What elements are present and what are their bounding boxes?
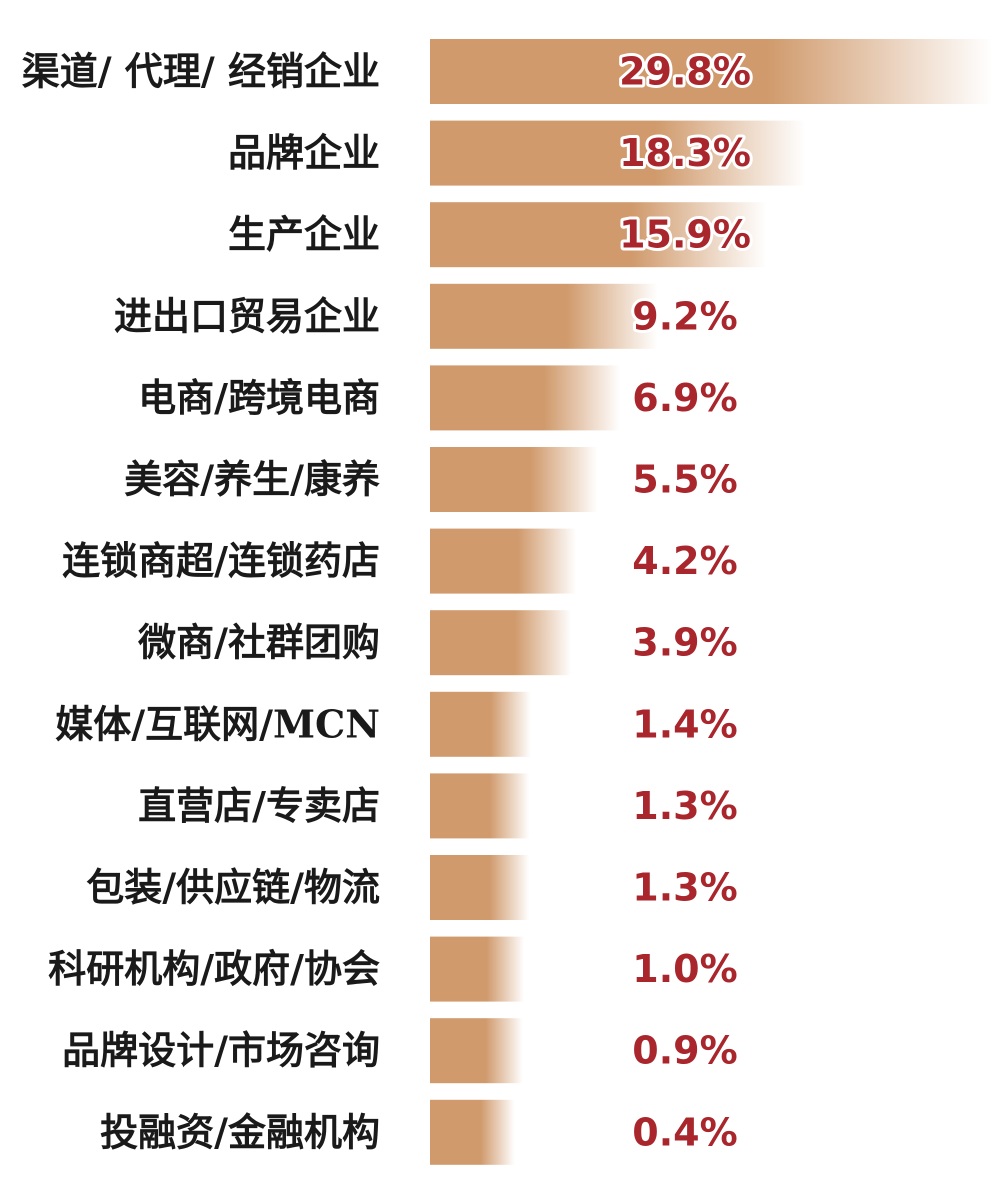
category-label: 品牌企业 (228, 130, 380, 175)
bar (430, 936, 525, 1002)
category-label: 品牌设计/市场咨询 (62, 1028, 380, 1073)
value-label: 1.3% (632, 784, 737, 828)
value-label: 15.9% (619, 213, 751, 257)
value-label: 29.8% (619, 50, 751, 94)
category-label: 微商/社群团购 (137, 620, 380, 665)
value-label: 9.2% (632, 294, 737, 338)
category-label: 电商/跨境电商 (138, 375, 380, 420)
category-label: 直营店/专卖店 (138, 783, 380, 828)
value-label: 1.4% (632, 702, 737, 746)
bar (430, 691, 531, 757)
bar (430, 283, 658, 349)
bar (430, 610, 572, 676)
category-label: 美容/养生/康养 (124, 457, 380, 502)
value-label: 5.5% (632, 458, 737, 502)
value-label: 4.2% (632, 539, 737, 583)
category-label: 进出口贸易企业 (114, 293, 380, 338)
bar (430, 202, 767, 268)
category-labels-group: 渠道/ 代理/ 经销企业品牌企业生产企业进出口贸易企业电商/跨境电商美容/养生/… (22, 49, 380, 1155)
bar (430, 365, 621, 431)
value-label: 0.9% (632, 1029, 737, 1073)
category-label: 渠道/ 代理/ 经销企业 (22, 49, 380, 94)
value-label: 1.3% (632, 866, 737, 910)
bar (430, 1099, 515, 1165)
bar (430, 447, 598, 512)
category-label: 科研机构/政府/协会 (48, 946, 380, 991)
category-label: 包装/供应链/物流 (86, 865, 380, 910)
category-label: 媒体/互联网/MCN (55, 701, 380, 746)
value-label: 1.0% (632, 947, 737, 991)
category-label: 生产企业 (228, 212, 380, 257)
value-label: 18.3% (619, 131, 751, 175)
value-label: 6.9% (632, 376, 737, 420)
bar (430, 855, 530, 920)
bar (430, 39, 992, 104)
bar (430, 1018, 523, 1084)
bar (430, 773, 530, 839)
bar (430, 528, 577, 594)
bar (430, 120, 806, 186)
category-label: 连锁商超/连锁药店 (62, 538, 380, 583)
category-label: 投融资/金融机构 (100, 1109, 380, 1154)
value-labels-group: 29.8% 18.3% 15.9% 9.2% 6.9% 5.5% 4.2% 3.9% 1.4% 1… (616, 47, 754, 1158)
bars-group (430, 39, 992, 1165)
value-label: 0.4% (632, 1110, 737, 1154)
value-label: 3.9% (632, 621, 737, 665)
